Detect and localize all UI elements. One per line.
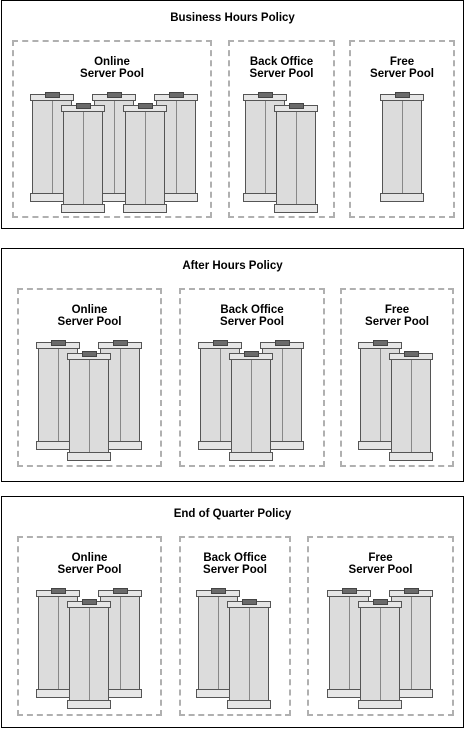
server-icon	[380, 92, 424, 202]
server-pool-online: Online Server Pool	[17, 288, 162, 467]
server-icon	[229, 351, 273, 461]
pool-label: Online Server Pool	[57, 552, 122, 576]
pool-label: Online Server Pool	[80, 56, 144, 80]
policy-panel-after-hours: After Hours Policy Online Server Pool Ba…	[1, 248, 464, 482]
server-icon	[67, 599, 111, 709]
pool-label: Online Server Pool	[57, 304, 122, 328]
pool-label: Back Office Server Pool	[249, 56, 314, 80]
policy-panel-business-hours: Business Hours Policy Online Server Pool…	[1, 0, 464, 229]
server-icon	[123, 103, 167, 213]
server-icon	[61, 103, 105, 213]
server-pool-online: Online Server Pool	[12, 40, 212, 218]
server-pool-online: Online Server Pool	[17, 536, 162, 716]
server-icon	[227, 599, 271, 709]
server-pool-back-office: Back Office Server Pool	[179, 536, 291, 716]
server-pool-back-office: Back Office Server Pool	[179, 288, 325, 467]
server-icon	[389, 351, 433, 461]
pool-label: Back Office Server Pool	[203, 552, 267, 576]
policy-title: After Hours Policy	[182, 260, 283, 272]
pool-label: Free Server Pool	[370, 56, 434, 80]
pool-label: Free Server Pool	[348, 552, 413, 576]
server-pool-free: Free Server Pool	[307, 536, 454, 716]
server-icon	[274, 103, 318, 213]
server-icon	[67, 351, 111, 461]
policy-title: End of Quarter Policy	[173, 508, 292, 520]
pool-label: Free Server Pool	[365, 304, 429, 328]
policy-title: Business Hours Policy	[170, 12, 295, 24]
server-pool-back-office: Back Office Server Pool	[228, 40, 335, 218]
server-icon	[358, 599, 402, 709]
pool-label: Back Office Server Pool	[220, 304, 284, 328]
policy-panel-end-of-quarter: End of Quarter Policy Online Server Pool…	[1, 496, 464, 728]
server-pool-free: Free Server Pool	[349, 40, 455, 218]
server-pool-free: Free Server Pool	[340, 288, 454, 467]
